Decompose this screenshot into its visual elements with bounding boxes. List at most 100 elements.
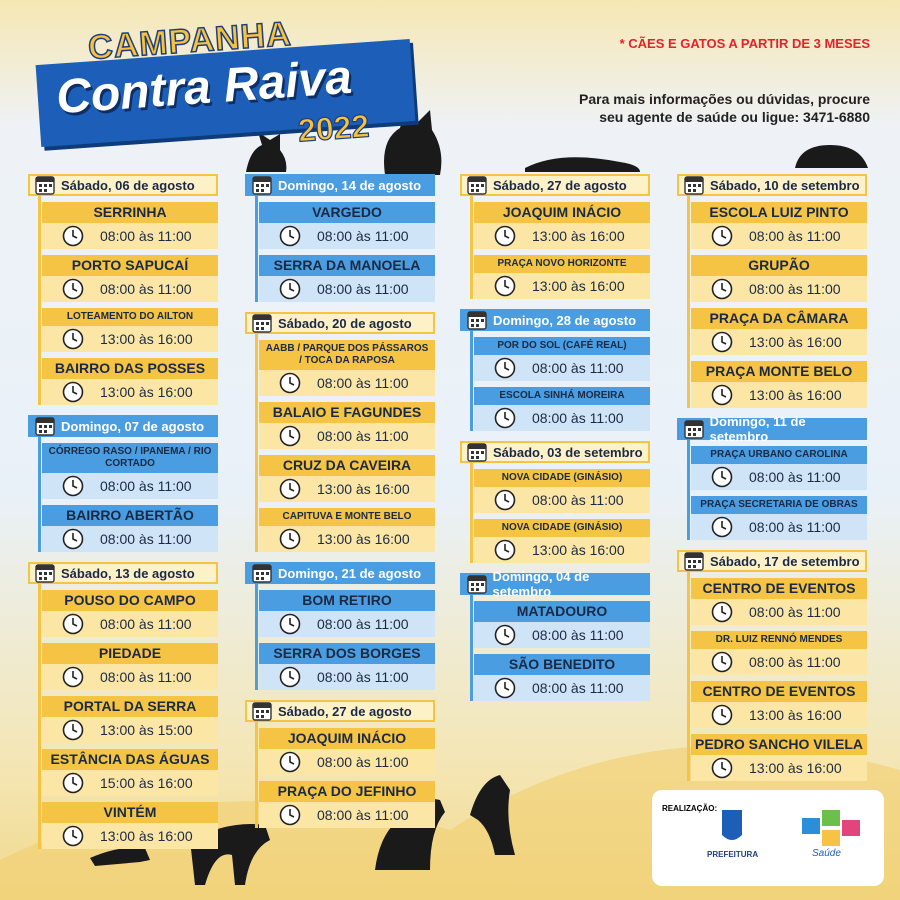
time: 08:00 às 11:00 — [317, 375, 409, 391]
day-group: Domingo, 04 de setembro MATADOURO 08:00 às… — [460, 569, 650, 701]
time: 13:00 às 16:00 — [749, 707, 842, 723]
entry: POR DO SOL (CAFÉ REAL) 08:00 às 11:00 — [474, 337, 650, 381]
time: 08:00 às 11:00 — [749, 281, 841, 297]
entry: PORTAL DA SERRA 13:00 às 15:00 — [42, 696, 218, 743]
day-group: Domingo, 11 de setembro PRAÇA URBANO CARO… — [677, 414, 867, 540]
entry: BAIRRO DAS POSSES 13:00 às 16:00 — [42, 358, 218, 405]
entry: CAPITUVA E MONTE BELO 13:00 às 16:00 — [259, 508, 435, 552]
time: 08:00 às 11:00 — [317, 281, 409, 297]
entry: PIEDADE 08:00 às 11:00 — [42, 643, 218, 690]
clock-icon — [62, 225, 84, 247]
day-group: Sábado, 17 de setembro CENTRO DE EVENTOS 0… — [677, 550, 867, 781]
time-row: 08:00 às 11:00 — [691, 599, 867, 625]
entry: PORTO SAPUCAÍ 08:00 às 11:00 — [42, 255, 218, 302]
time: 08:00 às 11:00 — [532, 492, 624, 508]
place: SERRA DOS BORGES — [259, 643, 435, 664]
time-row: 08:00 às 11:00 — [259, 423, 435, 449]
clock-icon — [711, 384, 733, 406]
time: 13:00 às 16:00 — [749, 387, 842, 403]
time: 08:00 às 11:00 — [317, 228, 409, 244]
day-header: Sábado, 03 de setembro — [460, 441, 650, 463]
time: 08:00 às 11:00 — [317, 807, 409, 823]
place: CAPITUVA E MONTE BELO — [259, 508, 435, 526]
footer: REALIZAÇÃO: PREFEITURA Saúde — [652, 790, 884, 886]
clock-icon — [62, 381, 84, 403]
entry: PRAÇA SECRETARIA DE OBRAS 08:00 às 11:00 — [691, 496, 867, 540]
time-row: 13:00 às 15:00 — [42, 717, 218, 743]
clock-icon — [711, 466, 733, 488]
day-group: Domingo, 21 de agosto BOM RETIRO 08:00 às … — [245, 562, 435, 690]
entry: CRUZ DA CAVEIRA 13:00 às 16:00 — [259, 455, 435, 502]
clock-icon — [711, 651, 733, 673]
day-header: Domingo, 04 de setembro — [460, 569, 650, 599]
clock-icon — [711, 278, 733, 300]
place: SERRINHA — [42, 202, 218, 223]
entry: PRAÇA NOVO HORIZONTE 13:00 às 16:00 — [474, 255, 650, 299]
day-date: Sábado, 06 de agosto — [61, 177, 195, 193]
time: 08:00 às 11:00 — [749, 228, 841, 244]
clock-icon — [279, 528, 301, 550]
place: CRUZ DA CAVEIRA — [259, 455, 435, 476]
clock-icon — [494, 275, 516, 297]
place: ESCOLA LUIZ PINTO — [691, 202, 867, 223]
time: 08:00 às 11:00 — [532, 360, 624, 376]
calendar-icon — [684, 420, 704, 439]
day-header: Domingo, 28 de agosto — [460, 309, 650, 331]
time-row: 08:00 às 11:00 — [259, 611, 435, 637]
calendar-icon — [467, 311, 487, 330]
entry: JOAQUIM INÁCIO 08:00 às 11:00 — [259, 728, 435, 775]
clock-icon — [62, 278, 84, 300]
entry: JOAQUIM INÁCIO 13:00 às 16:00 — [474, 202, 650, 249]
entry: VARGEDO 08:00 às 11:00 — [259, 202, 435, 249]
clock-icon — [494, 624, 516, 646]
place: POUSO DO CAMPO — [42, 590, 218, 611]
place: PRAÇA URBANO CAROLINA — [691, 446, 867, 464]
place: AABB / PARQUE DOS PÁSSAROS / TOCA DA RAP… — [259, 340, 435, 370]
clock-icon — [279, 225, 301, 247]
entry: PRAÇA DO JEFINHO 08:00 às 11:00 — [259, 781, 435, 828]
clock-icon — [279, 613, 301, 635]
time: 08:00 às 11:00 — [100, 531, 192, 547]
logos — [722, 810, 860, 846]
clock-icon — [62, 475, 84, 497]
time-row: 15:00 às 16:00 — [42, 770, 218, 796]
clock-icon — [62, 328, 84, 350]
place: BAIRRO DAS POSSES — [42, 358, 218, 379]
time-row: 13:00 às 16:00 — [474, 537, 650, 563]
time-row: 08:00 às 11:00 — [474, 622, 650, 648]
day-date: Domingo, 28 de agosto — [493, 312, 637, 328]
time: 08:00 às 11:00 — [317, 616, 409, 632]
day-header: Sábado, 17 de setembro — [677, 550, 867, 572]
column: Sábado, 06 de agosto SERRINHA 08:00 às 11:… — [28, 174, 218, 859]
entry: GRUPÃO 08:00 às 11:00 — [691, 255, 867, 302]
entry: PRAÇA URBANO CAROLINA 08:00 às 11:00 — [691, 446, 867, 490]
day-group: Sábado, 03 de setembro NOVA CIDADE (GINÁS… — [460, 441, 650, 563]
place: JOAQUIM INÁCIO — [259, 728, 435, 749]
time: 13:00 às 16:00 — [749, 334, 842, 350]
time: 13:00 às 15:00 — [100, 722, 193, 738]
time-row: 13:00 às 16:00 — [42, 326, 218, 352]
place: JOAQUIM INÁCIO — [474, 202, 650, 223]
day-date: Sábado, 27 de agosto — [278, 703, 412, 719]
clock-icon — [494, 539, 516, 561]
entry: SERRINHA 08:00 às 11:00 — [42, 202, 218, 249]
time: 08:00 às 11:00 — [317, 754, 409, 770]
note: * CÃES E GATOS A PARTIR DE 3 MESES — [619, 36, 870, 51]
entry: SERRA DOS BORGES 08:00 às 11:00 — [259, 643, 435, 690]
clock-icon — [494, 407, 516, 429]
day-date: Domingo, 21 de agosto — [278, 565, 422, 581]
day-header: Sábado, 13 de agosto — [28, 562, 218, 584]
entry: CENTRO DE EVENTOS 13:00 às 16:00 — [691, 681, 867, 728]
time: 08:00 às 11:00 — [317, 428, 409, 444]
entry: PRAÇA MONTE BELO 13:00 às 16:00 — [691, 361, 867, 408]
clock-icon — [62, 666, 84, 688]
place: SÃO BENEDITO — [474, 654, 650, 675]
entry: BOM RETIRO 08:00 às 11:00 — [259, 590, 435, 637]
calendar-icon — [252, 564, 272, 583]
place: PEDRO SANCHO VILELA — [691, 734, 867, 755]
day-date: Domingo, 07 de agosto — [61, 418, 205, 434]
place: PIEDADE — [42, 643, 218, 664]
place: SERRA DA MANOELA — [259, 255, 435, 276]
day-group: Domingo, 07 de agosto CÓRREGO RASO / IPAN… — [28, 415, 218, 552]
